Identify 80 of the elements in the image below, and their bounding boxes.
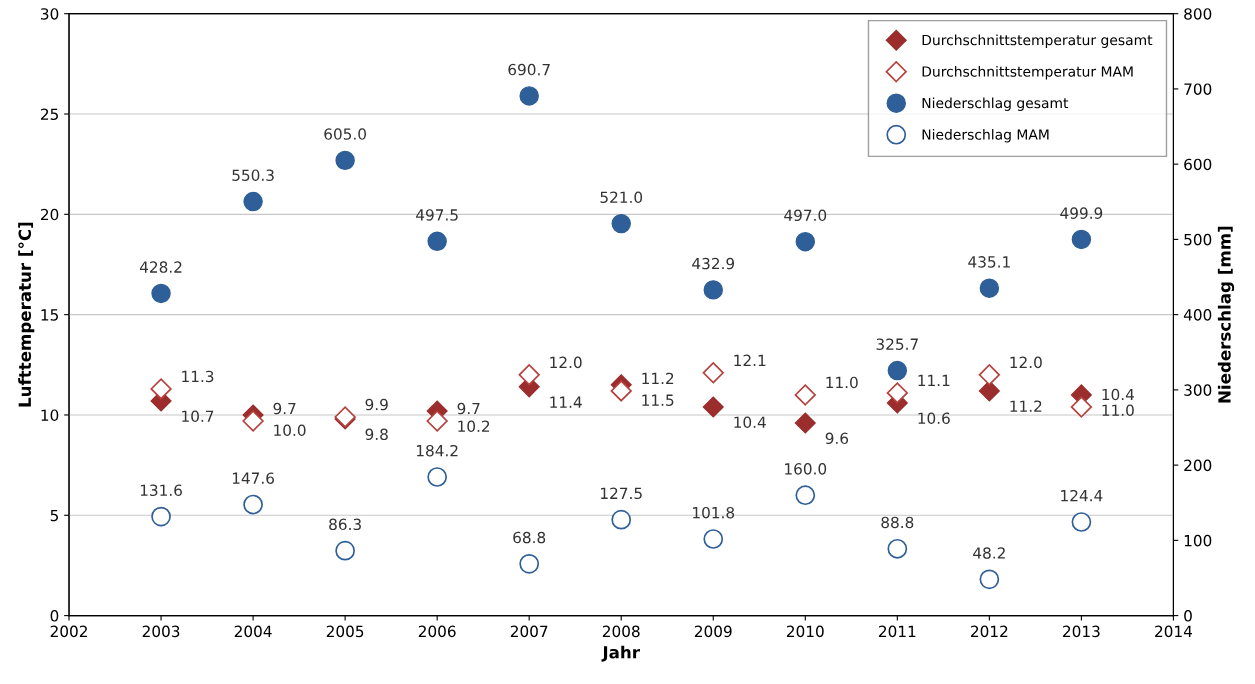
data-label: 68.8 bbox=[513, 531, 546, 544]
legend-label: Niederschlag MAM bbox=[922, 129, 1049, 143]
y2-tick-label: 100 bbox=[1184, 534, 1212, 547]
y-tick-label: 10 bbox=[41, 409, 59, 421]
y-tick-label: 0 bbox=[50, 610, 59, 622]
data-label: 147.6 bbox=[232, 472, 274, 484]
y2-tick-label: 300 bbox=[1184, 384, 1212, 396]
y2-axis-title: Niederschlag [mm] bbox=[1217, 226, 1235, 403]
data-label: 101.8 bbox=[693, 506, 735, 519]
x-tick-label: 2014 bbox=[1155, 625, 1193, 638]
data-label: 9.6 bbox=[825, 432, 849, 445]
data-label: 124.4 bbox=[1061, 489, 1103, 502]
data-label: 432.9 bbox=[692, 257, 735, 270]
data-label: 497.0 bbox=[784, 209, 827, 222]
y-tick-label: 15 bbox=[41, 309, 58, 321]
y-axis-title: Lufttemperatur [°C] bbox=[18, 222, 35, 407]
x-tick-label: 2013 bbox=[1063, 625, 1100, 638]
legend-label: Durchschnittstemperatur MAM bbox=[922, 66, 1133, 80]
data-label: 521.0 bbox=[600, 191, 643, 204]
data-label: 10.4 bbox=[1102, 388, 1134, 401]
data-label: 48.2 bbox=[973, 547, 1005, 559]
legend-label: Durchschnittstemperatur gesamt bbox=[922, 34, 1153, 48]
data-label: 435.1 bbox=[968, 256, 1010, 268]
y2-tick-label: 400 bbox=[1183, 309, 1212, 321]
data-label: 10.6 bbox=[918, 412, 950, 425]
x-tick-label: 2010 bbox=[786, 625, 824, 638]
data-label: 499.9 bbox=[1060, 207, 1103, 219]
x-tick-label: 2002 bbox=[50, 625, 87, 638]
data-label: 131.6 bbox=[140, 484, 182, 497]
data-label: 9.8 bbox=[365, 428, 388, 441]
data-label: 11.2 bbox=[1010, 400, 1042, 412]
x-tick-label: 2008 bbox=[602, 625, 640, 638]
x-tick-label: 2006 bbox=[418, 625, 456, 638]
y-tick-label: 20 bbox=[40, 208, 59, 221]
y2-tick-label: 700 bbox=[1184, 83, 1212, 95]
x-tick-label: 2007 bbox=[510, 625, 548, 638]
x-tick-label: 2012 bbox=[971, 625, 1008, 638]
legend-label: Niederschlag gesamt bbox=[922, 97, 1069, 111]
data-label: 497.5 bbox=[416, 209, 458, 221]
data-label: 11.4 bbox=[550, 396, 582, 408]
x-tick-label: 2009 bbox=[694, 625, 732, 638]
data-label: 428.2 bbox=[139, 261, 182, 273]
data-label: 184.2 bbox=[416, 444, 458, 457]
data-label: 88.8 bbox=[881, 516, 914, 529]
data-label: 10.0 bbox=[274, 424, 306, 437]
data-label: 12.0 bbox=[1010, 356, 1042, 369]
y-tick-label: 5 bbox=[50, 509, 58, 522]
data-label: 12.0 bbox=[550, 356, 582, 369]
x-tick-label: 2003 bbox=[142, 625, 180, 638]
data-label: 11.0 bbox=[826, 376, 858, 389]
y-tick-label: 25 bbox=[40, 108, 58, 121]
y2-tick-label: 200 bbox=[1184, 459, 1212, 472]
x-axis-title: Jahr bbox=[601, 645, 640, 662]
data-label: 11.5 bbox=[642, 394, 674, 406]
data-label: 9.7 bbox=[273, 402, 296, 415]
y2-tick-label: 800 bbox=[1184, 8, 1212, 20]
y2-tick-label: 500 bbox=[1184, 233, 1212, 246]
x-tick-label: 2011 bbox=[879, 625, 916, 638]
data-label: 550.3 bbox=[232, 169, 274, 181]
y2-tick-label: 600 bbox=[1184, 158, 1212, 171]
data-label: 11.2 bbox=[642, 372, 674, 384]
data-label: 10.2 bbox=[458, 420, 490, 433]
x-tick-label: 2005 bbox=[326, 625, 364, 638]
y-tick-label: 30 bbox=[41, 8, 59, 20]
data-label: 11.3 bbox=[182, 370, 214, 383]
data-label: 605.0 bbox=[324, 128, 366, 140]
data-label: 86.3 bbox=[329, 518, 361, 531]
data-label: 12.1 bbox=[734, 354, 766, 366]
data-label: 9.9 bbox=[365, 398, 388, 411]
data-label: 10.4 bbox=[734, 416, 766, 429]
data-label: 10.7 bbox=[182, 410, 214, 423]
data-label: 9.7 bbox=[457, 402, 480, 415]
data-label: 325.7 bbox=[876, 338, 918, 350]
data-label: 11.1 bbox=[918, 374, 950, 386]
data-label: 11.0 bbox=[1102, 404, 1134, 416]
x-tick-label: 2004 bbox=[234, 625, 272, 638]
data-label: 690.7 bbox=[508, 63, 550, 76]
data-label: 127.5 bbox=[601, 487, 642, 500]
data-label: 160.0 bbox=[785, 463, 827, 475]
y2-tick-label: 0 bbox=[1184, 610, 1192, 622]
